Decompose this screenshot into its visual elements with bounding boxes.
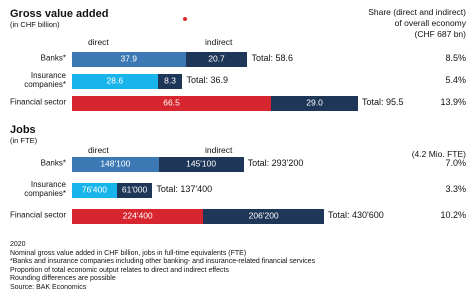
category-label: Insurance companies* (24, 180, 66, 198)
bar-segment (72, 73, 158, 89)
value-label: 8.3 (164, 75, 176, 86)
share-header: Share (direct and indirect) (368, 7, 466, 17)
dot (183, 17, 187, 21)
value-label: 148'100 (100, 158, 131, 169)
share-label: 3.3% (445, 184, 466, 195)
category-label: Insurance companies* (24, 71, 66, 89)
share-label: 10.2% (440, 210, 466, 221)
value-label: 66.5 (163, 97, 180, 108)
share-header: (4.2 Mio. FTE) (411, 149, 466, 159)
category-label: Banks* (40, 158, 66, 168)
share-label: 7.0% (445, 158, 466, 169)
total-label: Total: 58.6 (251, 53, 294, 64)
share-header: of overall economy (394, 18, 466, 28)
total-label: Total: 95.5 (362, 97, 404, 108)
bar-segment (158, 156, 244, 172)
footnote: *Banks and insurance companies including… (10, 258, 316, 266)
legend-label: indirect (205, 37, 233, 47)
total-label: Total: 137'400 (156, 184, 213, 195)
total-label: Total: 36.9 (186, 75, 229, 86)
footnote: Nominal gross value added in CHF billion… (10, 249, 247, 257)
value-label: 76'400 (81, 184, 107, 195)
footnote: Proportion of total economic output rela… (10, 266, 229, 274)
bar-segment (72, 208, 204, 224)
value-label: 37.9 (120, 53, 138, 64)
value-label: 61'000 (121, 184, 148, 195)
bar-segment (185, 51, 248, 67)
legend-label: indirect (205, 145, 233, 155)
value-label: 20.7 (208, 53, 225, 64)
share-label: 13.9% (440, 97, 466, 108)
bar-segment (72, 182, 117, 198)
legend-label: direct (88, 37, 109, 47)
footnote: Source: BAK Economics (10, 284, 87, 291)
share-header: (CHF 687 bn) (414, 29, 467, 39)
bar-segment (203, 208, 324, 224)
panel-title: Gross value added (10, 8, 109, 20)
footnote: 2020 (10, 241, 26, 248)
legend-label: direct (88, 145, 109, 155)
value-label: 145'100 (186, 158, 217, 169)
value-label: 206'200 (248, 210, 279, 221)
bar-segment (72, 95, 272, 111)
value-label: 28.6 (106, 75, 124, 86)
category-label: Financial sector (9, 210, 66, 220)
bar-segment (72, 156, 159, 172)
value-label: 29.0 (306, 97, 323, 108)
share-label: 8.5% (445, 53, 466, 64)
panel-subtitle: (in FTE) (10, 136, 38, 145)
bar-segment (116, 182, 153, 198)
share-label: 5.4% (445, 75, 466, 86)
panel-subtitle: (in CHF billion) (10, 20, 60, 29)
total-label: Total: 293'200 (247, 158, 304, 169)
value-label: 224'400 (122, 210, 153, 221)
total-label: Total: 430'600 (328, 210, 384, 221)
bar-segment (157, 73, 183, 89)
bar-segment (271, 95, 358, 111)
panel-title: Jobs (10, 124, 36, 136)
footnote: Rounding differences are possible (10, 275, 116, 283)
bar-segment (72, 51, 186, 67)
category-label: Financial sector (9, 97, 66, 107)
category-label: Banks* (40, 53, 66, 63)
